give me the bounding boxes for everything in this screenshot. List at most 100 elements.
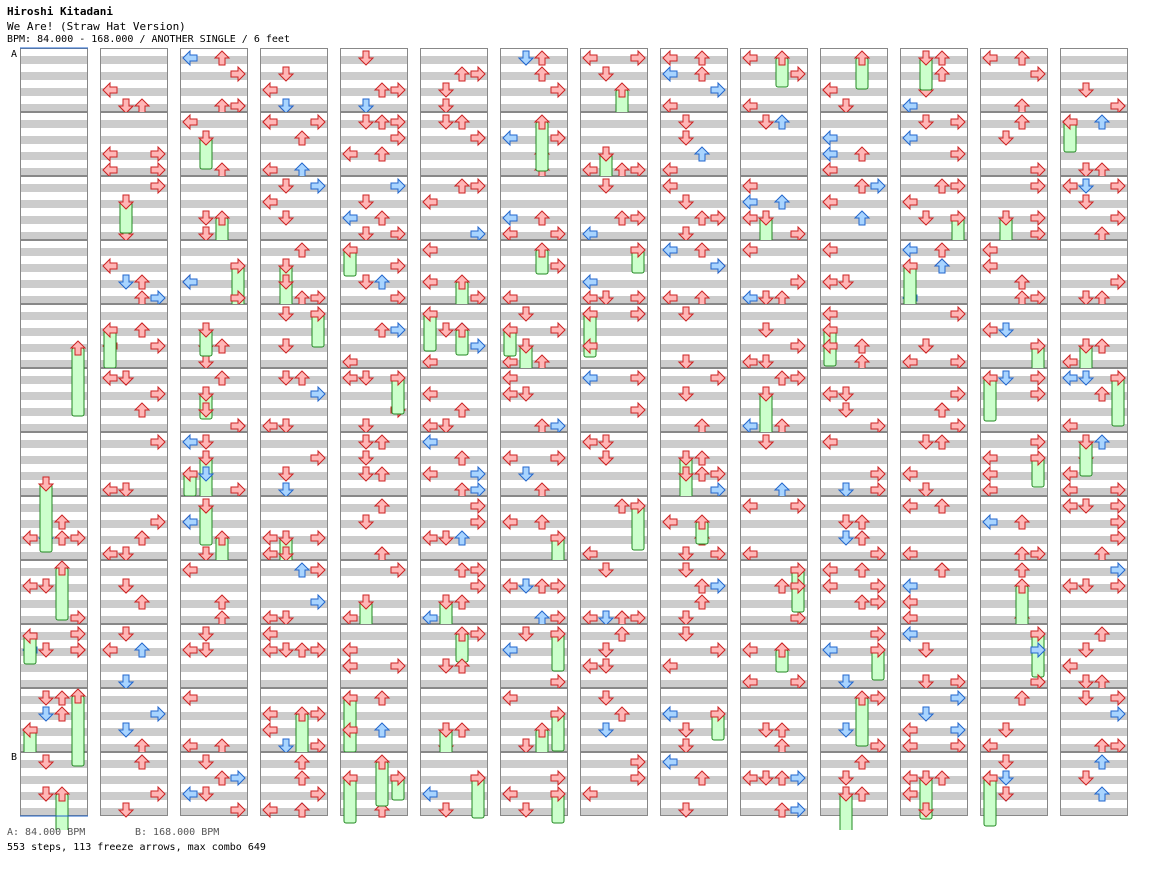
step-arrow [1077,674,1095,690]
step-arrow [373,434,391,450]
step-arrow [790,497,806,515]
step-arrow [1030,449,1046,467]
step-arrow [1013,50,1031,66]
measure [660,496,728,563]
measure [1060,48,1128,115]
step-arrow [150,785,166,803]
measure [500,624,568,691]
step-arrow [1110,369,1126,387]
step-arrow [822,145,838,163]
measure [820,112,888,179]
step-arrow [997,754,1015,770]
step-arrow [502,577,518,595]
measure [580,496,648,563]
step-arrow [662,657,678,675]
step-arrow [213,210,231,226]
step-arrow [182,49,198,67]
step-arrow [773,722,791,738]
step-arrow [453,402,471,418]
measure [340,48,408,114]
step-arrow [693,770,711,786]
measure [340,176,408,243]
step-arrow [213,370,231,386]
chart-column [660,48,728,818]
step-arrow [69,340,87,356]
step-arrow [677,450,695,466]
step-arrow [902,593,918,611]
step-arrow [133,594,151,610]
measure [980,496,1048,563]
step-arrow [822,241,838,259]
measure [580,624,648,688]
step-arrow [277,466,295,482]
step-arrow [502,129,518,147]
measure [660,48,728,115]
step-arrow [277,66,295,82]
step-arrow [277,306,295,322]
measure [820,176,888,240]
marker-label-a: A [11,49,18,60]
measure [100,176,168,242]
step-arrow [117,274,135,290]
measure [1060,688,1128,755]
step-arrow [37,642,55,658]
step-arrow [550,577,566,595]
step-arrow [422,465,438,483]
step-arrow [37,754,55,770]
bpm-legend-b: B: 168.000 BPM [135,827,220,838]
step-arrow [357,450,375,466]
step-arrow [453,562,471,578]
measure [100,560,168,624]
measure [20,48,88,112]
step-arrow [630,769,646,787]
chart-column [980,48,1048,827]
step-arrow [1013,562,1031,578]
step-arrow [357,50,375,66]
step-arrow [693,146,711,162]
step-arrow [773,194,791,210]
step-arrow [22,577,38,595]
measure [900,304,968,371]
step-arrow [373,498,391,514]
step-arrow [150,385,166,403]
step-arrow [710,641,726,659]
step-arrow [277,258,295,274]
step-arrow [742,193,758,211]
step-arrow [1077,178,1095,194]
measure [900,112,968,176]
step-arrow [630,753,646,771]
step-arrow [182,689,198,707]
step-arrow [69,688,87,704]
measure [260,432,328,498]
step-arrow [837,514,855,530]
step-arrow [390,561,406,579]
step-arrow [197,786,215,802]
measure [820,48,888,114]
step-arrow [390,177,406,195]
step-arrow [757,210,775,226]
measure [660,560,728,626]
step-arrow [982,49,998,67]
step-arrow [422,241,438,259]
measure [580,176,648,243]
step-arrow [342,689,358,707]
measure [740,304,808,371]
measure [500,560,568,627]
step-arrow [933,770,951,786]
step-arrow [197,402,215,418]
step-arrow [293,130,311,146]
step-arrow [390,81,406,99]
measure [980,624,1048,691]
step-arrow [1030,337,1046,355]
chart-column [580,48,648,816]
step-arrow [582,657,598,675]
measure [980,112,1048,179]
measure [740,432,808,498]
step-arrow [262,721,278,739]
step-arrow [837,402,855,418]
measure [740,560,808,627]
step-arrow [277,738,295,754]
step-arrow [902,769,918,787]
freeze-arrow [39,483,53,553]
step-arrow [757,386,775,402]
